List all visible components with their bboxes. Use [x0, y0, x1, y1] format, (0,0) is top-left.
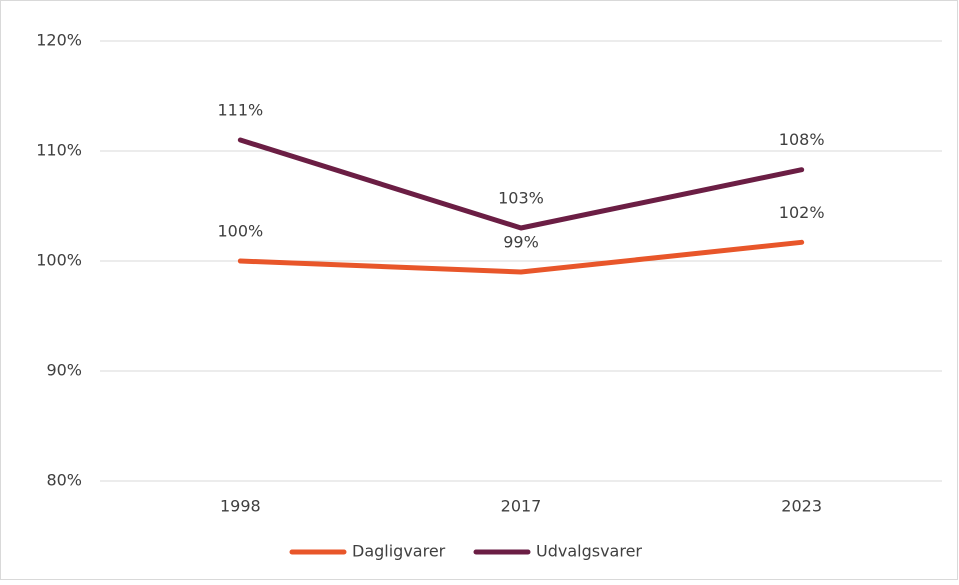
data-label: 108%: [779, 130, 825, 149]
x-tick-label: 2023: [781, 497, 822, 516]
data-label: 100%: [217, 222, 263, 241]
legend-label: Udvalgsvarer: [536, 542, 642, 561]
y-tick-label: 80%: [46, 471, 82, 490]
series-line: [237, 239, 805, 275]
y-tick-label: 100%: [36, 251, 82, 270]
y-tick-label: 110%: [36, 141, 82, 160]
x-tick-label: 2017: [501, 497, 542, 516]
data-label: 99%: [503, 233, 539, 252]
series-line: [237, 137, 805, 231]
data-label: 102%: [779, 203, 825, 222]
x-tick-label: 1998: [220, 497, 261, 516]
data-label: 103%: [498, 189, 544, 208]
y-tick-label: 120%: [36, 31, 82, 50]
data-label: 111%: [217, 101, 263, 120]
y-tick-label: 90%: [46, 361, 82, 380]
legend-label: Dagligvarer: [352, 542, 446, 561]
